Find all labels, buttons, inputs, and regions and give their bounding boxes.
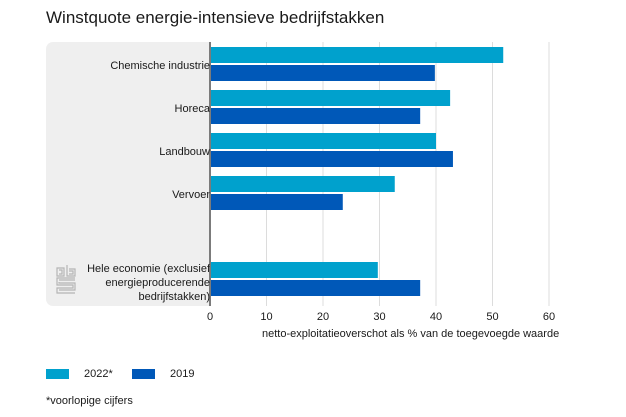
category-label: Hele economie (exclusief energieproducere…	[87, 262, 210, 304]
category-label-line: Hele economie (exclusief	[87, 263, 210, 275]
legend-item-2019: 2019	[132, 368, 194, 380]
bar-2019-4	[211, 280, 421, 296]
legend-swatch-2019	[132, 369, 155, 379]
x-tick-label: 10	[260, 311, 273, 323]
x-tick-label: 0	[206, 311, 214, 323]
legend-item-2022: 2022*	[46, 368, 113, 380]
bar-2022-0	[211, 47, 504, 63]
x-tick-label: 50	[486, 311, 499, 323]
category-label-line: Horeca	[174, 103, 210, 115]
bar-2022-2	[211, 133, 436, 149]
category-label-line: energieproducerende	[105, 277, 210, 289]
legend-label-2022: 2022*	[84, 368, 113, 380]
x-tick-label: 40	[429, 311, 443, 323]
category-label: Chemische industrie	[110, 59, 210, 73]
bar-2019-3	[211, 194, 343, 210]
chart-title: Winstquote energie-intensieve bedrijfsta…	[46, 8, 385, 27]
category-label-line: Chemische industrie	[110, 60, 210, 72]
category-label: Landbouw	[159, 145, 210, 159]
cbs-logo-icon	[56, 265, 76, 294]
x-tick-label: 30	[373, 311, 386, 323]
legend-swatch-2022	[46, 369, 69, 379]
category-label-line: Landbouw	[159, 146, 210, 158]
bar-2022-1	[211, 90, 451, 106]
footnote: *voorlopige cijfers	[46, 395, 133, 407]
bar-2022-4	[211, 262, 378, 278]
x-tick-label: 60	[542, 311, 556, 323]
category-label: Horeca	[175, 102, 210, 116]
bar-2019-0	[211, 65, 435, 81]
category-label-line: Vervoer	[172, 189, 210, 201]
category-label: Vervoer	[172, 188, 210, 202]
category-label-line: bedrijfstakken)	[138, 291, 210, 303]
legend-label-2019: 2019	[170, 368, 195, 380]
bar-2019-1	[211, 108, 421, 124]
x-axis-label: netto-exploitatieoverschot als % van de …	[262, 328, 560, 340]
x-tick-label: 20	[316, 311, 330, 323]
bar-2022-3	[211, 176, 395, 192]
category-panel	[46, 42, 211, 306]
bar-2019-2	[211, 151, 453, 167]
